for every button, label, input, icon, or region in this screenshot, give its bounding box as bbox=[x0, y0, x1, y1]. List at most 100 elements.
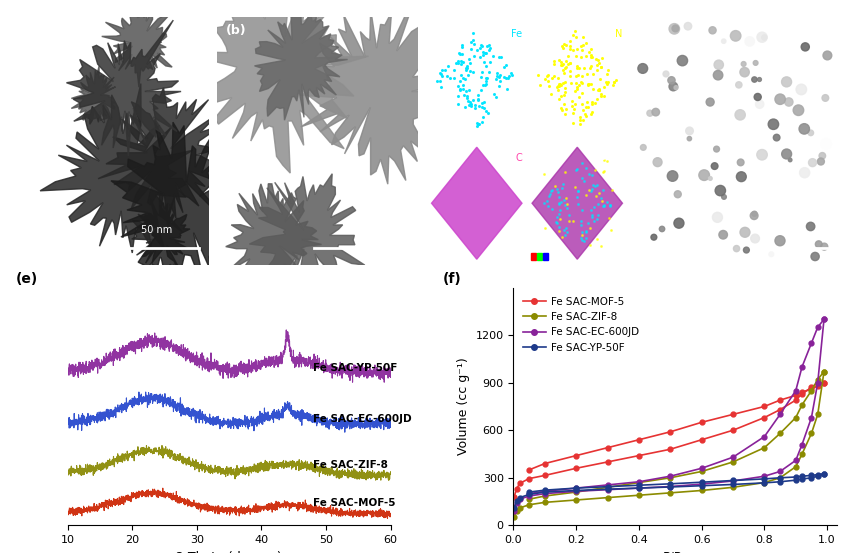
Point bbox=[460, 62, 473, 71]
Polygon shape bbox=[98, 88, 234, 231]
Point bbox=[559, 104, 572, 113]
Point bbox=[505, 70, 518, 79]
Fe SAC-MOF-5 bbox=[539, 472, 549, 479]
Bar bbox=[530, 253, 535, 260]
Point bbox=[575, 159, 588, 168]
Point bbox=[477, 97, 490, 106]
Fe SAC-ZIF-8 bbox=[812, 411, 822, 418]
Point bbox=[557, 69, 571, 77]
Point bbox=[575, 79, 588, 88]
Point bbox=[559, 193, 572, 202]
Point bbox=[551, 81, 565, 90]
Point bbox=[552, 82, 565, 91]
Point bbox=[473, 44, 486, 53]
Point bbox=[575, 227, 588, 236]
Point bbox=[549, 212, 563, 221]
Point bbox=[491, 53, 505, 62]
Point bbox=[470, 121, 484, 130]
Point bbox=[818, 93, 831, 102]
Point bbox=[575, 100, 588, 109]
Point bbox=[466, 67, 479, 76]
Point bbox=[476, 81, 490, 90]
Point bbox=[820, 51, 833, 60]
Point bbox=[584, 171, 598, 180]
Point bbox=[597, 82, 610, 91]
Point bbox=[558, 230, 571, 239]
Point bbox=[668, 24, 681, 33]
Point bbox=[549, 217, 562, 226]
Point bbox=[554, 197, 567, 206]
Point bbox=[729, 244, 743, 253]
Point bbox=[568, 86, 582, 95]
Point bbox=[585, 213, 598, 222]
Text: 200 nm: 200 nm bbox=[342, 225, 380, 235]
Point bbox=[470, 94, 484, 103]
Text: overlap: overlap bbox=[590, 153, 622, 163]
Point bbox=[552, 200, 565, 208]
Point bbox=[460, 91, 473, 100]
Point bbox=[738, 246, 752, 254]
Point bbox=[487, 89, 500, 98]
Point bbox=[588, 99, 602, 108]
Point bbox=[580, 103, 593, 112]
Point bbox=[583, 44, 597, 53]
Point bbox=[493, 76, 506, 85]
Point bbox=[589, 234, 603, 243]
Fe SAC-ZIF-8 bbox=[727, 484, 737, 491]
Line: Fe SAC-MOF-5: Fe SAC-MOF-5 bbox=[511, 380, 825, 499]
Point bbox=[569, 192, 582, 201]
Point bbox=[604, 186, 618, 195]
Point bbox=[642, 109, 656, 118]
Point bbox=[471, 102, 484, 111]
Fe SAC-EC-600JD bbox=[633, 485, 643, 492]
Point bbox=[476, 47, 490, 56]
Point bbox=[664, 76, 678, 85]
Point bbox=[556, 78, 570, 87]
Point bbox=[579, 228, 592, 237]
Fe SAC-MOF-5 bbox=[774, 406, 784, 413]
Point bbox=[461, 70, 474, 79]
Point bbox=[716, 36, 729, 45]
Point bbox=[573, 53, 587, 62]
Point bbox=[552, 199, 565, 207]
Point bbox=[648, 108, 662, 117]
Point bbox=[480, 42, 494, 51]
Polygon shape bbox=[67, 20, 181, 156]
Point bbox=[583, 186, 597, 195]
Point bbox=[798, 43, 811, 51]
Point bbox=[536, 199, 549, 207]
Point bbox=[579, 39, 592, 48]
Fe SAC-EC-600JD bbox=[695, 481, 706, 487]
Point bbox=[452, 59, 465, 67]
Point bbox=[750, 92, 764, 101]
Point bbox=[574, 221, 587, 229]
Point bbox=[565, 46, 579, 55]
Point bbox=[471, 96, 484, 105]
Text: Fe: Fe bbox=[511, 29, 522, 39]
Point bbox=[601, 78, 614, 87]
Point bbox=[581, 219, 594, 228]
Point bbox=[483, 58, 496, 66]
Point bbox=[571, 187, 584, 196]
Fe SAC-ZIF-8 bbox=[818, 368, 828, 375]
Fe SAC-MOF-5 bbox=[812, 379, 822, 386]
Point bbox=[772, 95, 786, 103]
Point bbox=[568, 166, 582, 175]
Point bbox=[561, 217, 575, 226]
Point bbox=[703, 174, 717, 183]
Point bbox=[592, 75, 606, 84]
Point bbox=[477, 104, 490, 113]
Point bbox=[595, 197, 609, 206]
Point bbox=[594, 91, 608, 100]
Fe SAC-YP-50F bbox=[664, 484, 674, 491]
Point bbox=[600, 198, 614, 207]
Point bbox=[459, 64, 473, 72]
Point bbox=[573, 113, 587, 122]
Point bbox=[468, 101, 481, 109]
Point bbox=[582, 240, 596, 249]
Point bbox=[488, 93, 501, 102]
Point bbox=[568, 33, 582, 41]
Point bbox=[435, 71, 448, 80]
Fe SAC-MOF-5 bbox=[805, 384, 815, 391]
Point bbox=[567, 182, 581, 191]
